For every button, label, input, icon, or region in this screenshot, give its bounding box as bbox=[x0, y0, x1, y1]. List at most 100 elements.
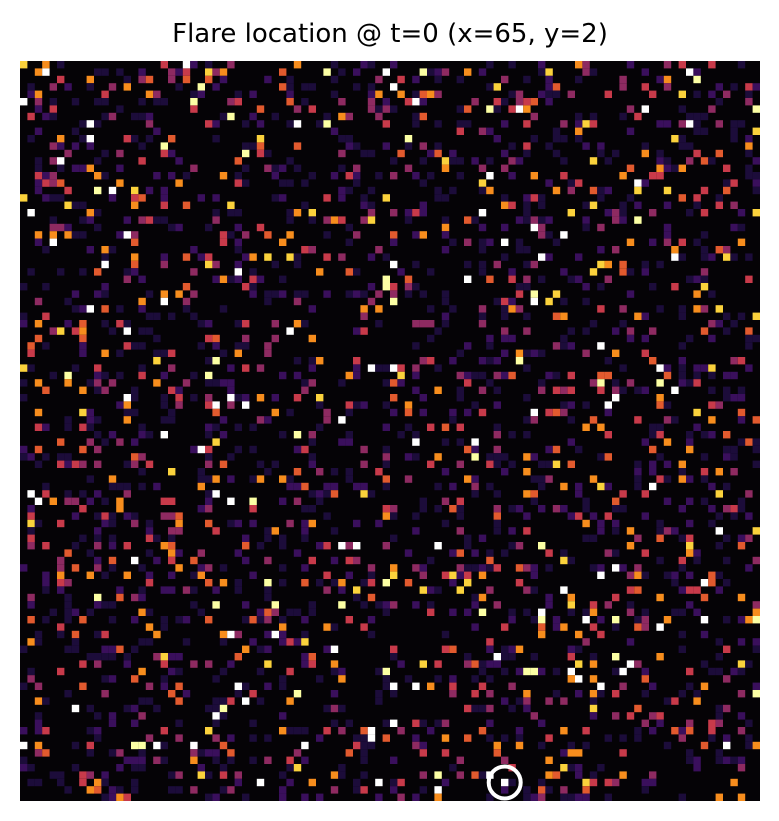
heatmap-cell bbox=[234, 423, 242, 431]
heatmap-cell bbox=[649, 778, 657, 787]
heatmap-cell bbox=[323, 416, 331, 424]
heatmap-cell bbox=[168, 135, 176, 143]
heatmap-cell bbox=[464, 371, 472, 380]
heatmap-cell bbox=[123, 660, 131, 668]
heatmap-cell bbox=[656, 157, 664, 165]
heatmap-cell bbox=[538, 630, 546, 639]
heatmap-cell bbox=[345, 556, 353, 565]
heatmap-cell bbox=[486, 719, 494, 727]
heatmap-cell bbox=[663, 238, 672, 246]
heatmap-cell bbox=[501, 653, 509, 661]
heatmap-cell bbox=[264, 253, 272, 261]
heatmap-cell bbox=[308, 556, 316, 565]
heatmap-cell bbox=[545, 408, 553, 417]
heatmap-cell bbox=[730, 371, 738, 380]
heatmap-cell bbox=[530, 216, 538, 224]
heatmap-cell bbox=[64, 297, 72, 306]
heatmap-cell bbox=[708, 727, 716, 735]
heatmap-cell bbox=[219, 786, 228, 794]
heatmap-cell bbox=[493, 105, 501, 113]
heatmap-cell bbox=[108, 482, 117, 491]
heatmap-cell bbox=[316, 401, 324, 409]
heatmap-cell bbox=[375, 697, 383, 705]
heatmap-cell bbox=[634, 586, 642, 594]
heatmap-cell bbox=[86, 475, 94, 483]
heatmap-cell bbox=[530, 712, 538, 720]
heatmap-cell bbox=[168, 690, 176, 698]
heatmap-cell bbox=[412, 371, 420, 380]
heatmap-cell bbox=[715, 527, 723, 535]
heatmap-cell bbox=[212, 401, 220, 409]
heatmap-cell bbox=[212, 734, 220, 742]
heatmap-cell bbox=[279, 638, 287, 646]
heatmap-cell bbox=[530, 349, 538, 357]
heatmap-cell bbox=[427, 357, 435, 365]
heatmap-cell bbox=[538, 505, 546, 513]
heatmap-cell bbox=[723, 505, 731, 513]
heatmap-cell bbox=[160, 401, 168, 409]
heatmap-cell bbox=[64, 371, 72, 380]
heatmap-cell bbox=[538, 667, 546, 676]
heatmap-cell bbox=[589, 416, 598, 424]
heatmap-cell bbox=[20, 564, 28, 572]
heatmap-cell bbox=[693, 238, 701, 246]
heatmap-cell bbox=[708, 719, 716, 727]
heatmap-cell bbox=[49, 194, 57, 202]
heatmap-cell bbox=[471, 157, 479, 165]
heatmap-cell bbox=[131, 438, 139, 446]
heatmap-cell bbox=[700, 453, 709, 461]
heatmap-cell bbox=[686, 209, 694, 217]
heatmap-cell bbox=[404, 290, 413, 298]
heatmap-cell bbox=[227, 786, 235, 794]
heatmap-cell bbox=[693, 305, 701, 313]
heatmap-cell bbox=[486, 238, 494, 246]
heatmap-cell bbox=[715, 468, 723, 476]
heatmap-cell bbox=[197, 608, 205, 616]
heatmap-cell bbox=[330, 690, 339, 698]
heatmap-cell bbox=[249, 497, 257, 505]
heatmap-cell bbox=[700, 468, 709, 476]
heatmap-cell bbox=[138, 453, 146, 461]
heatmap-cell bbox=[353, 172, 361, 180]
heatmap-cell bbox=[649, 238, 657, 246]
heatmap-cell bbox=[301, 246, 309, 254]
heatmap-cell bbox=[700, 275, 709, 283]
heatmap-cell bbox=[723, 704, 731, 713]
heatmap-cell bbox=[94, 556, 102, 565]
heatmap-cell bbox=[523, 312, 531, 320]
heatmap-cell bbox=[249, 475, 257, 483]
heatmap-cell bbox=[57, 623, 65, 631]
heatmap-cell bbox=[626, 268, 635, 276]
heatmap-cell bbox=[168, 223, 176, 232]
heatmap-cell bbox=[530, 194, 538, 202]
heatmap-cell bbox=[737, 505, 746, 513]
heatmap-cell bbox=[404, 283, 413, 291]
heatmap-cell bbox=[530, 653, 538, 661]
heatmap-cell bbox=[700, 283, 709, 291]
heatmap-cell bbox=[49, 83, 57, 91]
heatmap-cell bbox=[160, 149, 168, 158]
heatmap-cell bbox=[64, 460, 72, 468]
heatmap-cell bbox=[737, 764, 746, 772]
heatmap-cell bbox=[160, 497, 168, 505]
heatmap-cell bbox=[212, 719, 220, 727]
heatmap-cell bbox=[693, 690, 701, 698]
heatmap-cell bbox=[116, 68, 124, 76]
heatmap-cell bbox=[323, 194, 331, 202]
heatmap-cell bbox=[626, 638, 635, 646]
heatmap-cell bbox=[478, 704, 487, 713]
heatmap-cell bbox=[323, 482, 331, 491]
heatmap-cell bbox=[671, 246, 679, 254]
heatmap-cell bbox=[116, 593, 124, 602]
heatmap-cell bbox=[752, 445, 760, 454]
heatmap-cell bbox=[345, 186, 353, 195]
heatmap-cell bbox=[108, 519, 117, 528]
heatmap-cell bbox=[404, 475, 413, 483]
heatmap-cell bbox=[94, 98, 102, 106]
heatmap-cell bbox=[197, 83, 205, 91]
heatmap-cell bbox=[264, 734, 272, 742]
heatmap-cell bbox=[175, 157, 183, 165]
heatmap-cell bbox=[686, 749, 694, 757]
heatmap-cell bbox=[145, 431, 154, 439]
heatmap-cell bbox=[234, 238, 242, 246]
